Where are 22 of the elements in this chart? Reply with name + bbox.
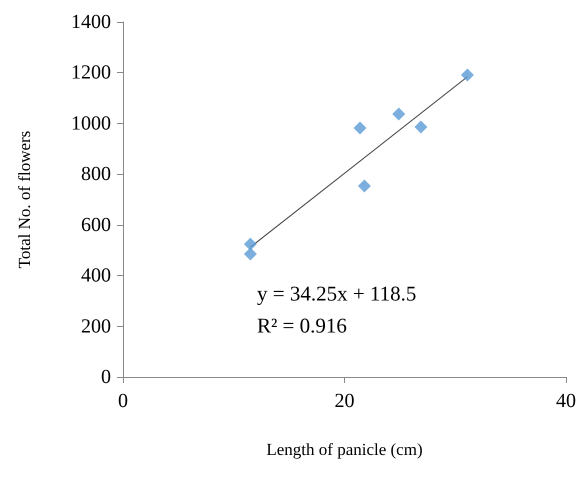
point — [358, 180, 371, 193]
y-tick-label: 1400 — [71, 11, 111, 33]
x-tick-label: 0 — [118, 390, 128, 412]
annotation: y = 34.25x + 118.5 — [257, 282, 416, 306]
point — [244, 248, 257, 261]
y-tick-label: 800 — [81, 163, 111, 186]
y-tick-label: 200 — [81, 315, 111, 338]
y-tick-label: 1000 — [71, 112, 111, 134]
y-tick-label: 600 — [81, 214, 111, 236]
x-tick-label: 40 — [556, 390, 576, 412]
x-axis-title: Length of panicle (cm) — [266, 440, 423, 459]
y-tick-label: 1200 — [71, 62, 111, 84]
point — [392, 108, 406, 121]
point — [354, 121, 367, 134]
x-tick-label: 20 — [334, 390, 354, 412]
y-axis-title: Total No. of flowers — [15, 130, 34, 268]
point — [414, 120, 428, 134]
point — [244, 238, 257, 251]
point — [460, 68, 474, 82]
annotation: R² = 0.916 — [257, 314, 347, 338]
y-tick-label: 0 — [101, 366, 111, 388]
y-tick-label: 400 — [81, 264, 111, 287]
